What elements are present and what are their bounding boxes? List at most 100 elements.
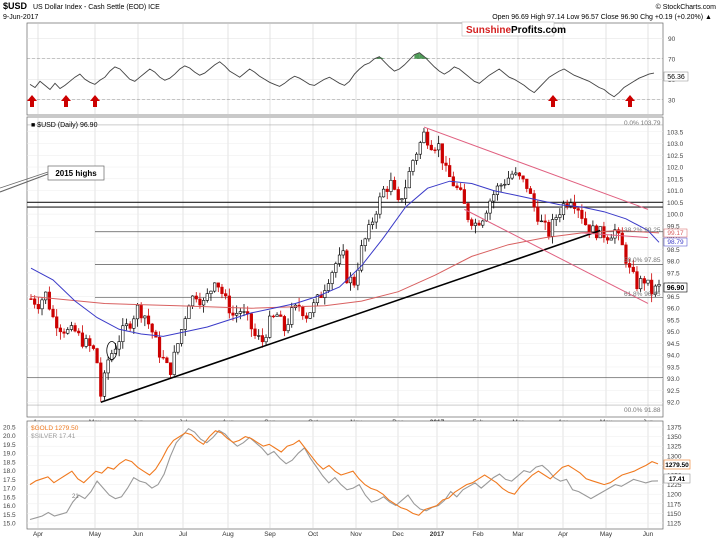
price-bar-body	[183, 318, 187, 330]
price-tick-label: 102.0	[667, 165, 684, 172]
price-bar-body	[587, 224, 591, 232]
price-bar-body	[503, 183, 507, 186]
price-tick-label: 95.0	[667, 329, 680, 336]
horizontal-levels	[27, 124, 663, 406]
logo-part-sunshine: Sunshine	[466, 25, 511, 36]
silver-tick-label: 17.5	[3, 477, 16, 484]
price-bar-body	[605, 237, 610, 241]
price-bar-body	[154, 331, 158, 338]
price-bar-body	[385, 188, 389, 192]
price-bar-body	[455, 185, 459, 189]
price-bar-body	[506, 177, 511, 185]
up-arrow-icon	[27, 95, 37, 107]
price-bar-body	[437, 143, 441, 151]
fib-100-label: 0.0% 103.79	[624, 120, 661, 127]
price-tick-label: 100.0	[667, 212, 684, 219]
price-bar-body	[135, 304, 140, 320]
price-bar-body	[624, 244, 628, 264]
price-bar-body	[55, 316, 59, 329]
price-bar-body	[499, 184, 503, 187]
price-bar-body	[374, 213, 378, 223]
highs-callout-box	[47, 165, 105, 181]
rsi-axis: 30507090	[668, 36, 676, 105]
price-bar-body	[367, 224, 371, 240]
price-bar-body	[69, 325, 73, 330]
copyright: © StockCharts.com	[656, 3, 717, 11]
gs-month-label: Nov	[350, 531, 362, 538]
price-bar-body	[279, 314, 283, 317]
silver-tick-label: 18.5	[3, 459, 16, 466]
price-bar-body	[422, 131, 426, 143]
price-bar-body	[253, 328, 257, 336]
gs-month-label: 2017	[430, 531, 445, 538]
silver-legend: $SILVER 17.41	[31, 433, 76, 440]
price-bar-body	[128, 323, 132, 329]
silver-last-box	[663, 473, 691, 484]
price-tick-label: 102.5	[667, 153, 684, 160]
price-bar-body	[95, 348, 99, 364]
price-bar-body	[514, 172, 518, 175]
gold-last-box	[663, 459, 691, 470]
price-bar-body	[91, 345, 96, 349]
price-bar-body	[238, 311, 242, 314]
price-bar-body	[190, 295, 195, 307]
price-bar-body	[202, 300, 206, 306]
price-bar-body	[260, 335, 264, 343]
price-bar-body	[150, 323, 154, 333]
price-bar-body	[477, 222, 481, 226]
sma-long-marker-box	[663, 237, 688, 247]
price-bar-body	[44, 291, 48, 301]
price-bar-body	[80, 332, 85, 347]
silver-tick-21: 21	[72, 494, 79, 500]
gs-month-label: Dec	[392, 531, 404, 538]
price-tick-label: 92.0	[667, 400, 680, 407]
price-bar-body	[146, 315, 151, 325]
price-bar-body	[473, 222, 477, 226]
price-bar-body	[407, 171, 411, 189]
silver-tick-label: 16.0	[3, 503, 16, 510]
price-bar-body	[650, 279, 654, 295]
up-arrow-icon	[61, 95, 71, 107]
price-bar-body	[495, 185, 500, 195]
price-tick-label: 93.0	[667, 376, 680, 383]
gold-tick-label: 1200	[667, 492, 682, 499]
price-bar-body	[525, 178, 529, 189]
price-bar-body	[620, 232, 624, 246]
price-bar-body	[378, 196, 382, 215]
gold-line	[29, 430, 659, 516]
price-bar-body	[33, 298, 37, 305]
price-bar-body	[337, 254, 342, 264]
chart-date: 9-Jun-2017	[3, 14, 39, 21]
trendline-channel-bottom	[464, 208, 649, 304]
price-bar-body	[51, 308, 55, 318]
price-bar-body	[224, 293, 228, 297]
close-marker: 96.90	[667, 285, 685, 292]
close-marker-box	[663, 282, 688, 293]
price-bar-body	[528, 188, 533, 194]
price-bar-body	[370, 221, 375, 225]
price-tick-label: 101.0	[667, 188, 684, 195]
price-bar-body	[642, 278, 646, 284]
price-bar-body	[536, 206, 540, 222]
price-tick-label: 96.5	[667, 294, 680, 301]
gs-month-label: May	[600, 531, 613, 538]
rsi-panel: 30507090 56.36 SunshineProfits.com	[26, 21, 689, 116]
price-bar-body	[198, 298, 202, 306]
price-bar-body	[121, 325, 125, 342]
price-bar-body	[539, 220, 544, 223]
gold-silver-panel: 20.520.0 19.5 19.018.5 18.0 17.5 17.016.5 16.0…	[3, 420, 691, 538]
price-tick-label: 96.0	[667, 306, 680, 313]
sma-long-marker: 98.79	[667, 239, 684, 246]
price-bar-body	[66, 329, 70, 334]
price-bar-body	[444, 162, 448, 166]
rsi-frame	[26, 22, 664, 116]
price-bar-body	[106, 359, 110, 374]
sma-short-marker: 99.17	[667, 230, 684, 237]
gold-tick-label: 1325	[667, 444, 682, 451]
gold-tick-label: 1175	[667, 501, 681, 508]
price-bar-body	[389, 179, 393, 192]
gs-month-label: Apr	[558, 531, 569, 538]
price-bar-body	[403, 187, 408, 199]
price-bar-body	[242, 311, 246, 313]
price-bar-body	[312, 302, 316, 313]
